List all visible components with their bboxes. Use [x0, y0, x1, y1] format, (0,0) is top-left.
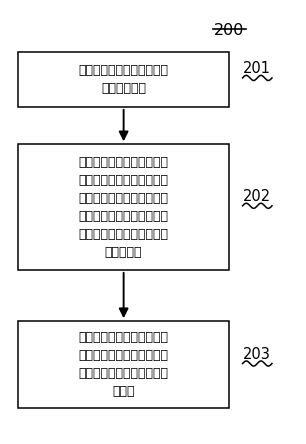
Text: 200: 200 — [214, 23, 244, 38]
Text: 响应于确定目标陶瓷生产企
业第一时间一氧化碳排放量
与第二时间一氧化碳排放量
的差值小于预定阈值，在目
标陶瓷生产企业布置一氧化
碳处理系统: 响应于确定目标陶瓷生产企 业第一时间一氧化碳排放量 与第二时间一氧化碳排放量 的… — [79, 155, 169, 258]
Text: 202: 202 — [243, 189, 271, 204]
Bar — [18, 144, 229, 270]
Bar — [18, 52, 229, 107]
Text: 201: 201 — [243, 61, 271, 76]
Text: 监测目标陶瓷生产企业的一
氧化碳排放量: 监测目标陶瓷生产企业的一 氧化碳排放量 — [79, 63, 169, 95]
Bar — [18, 321, 229, 408]
Text: 控制一氧化碳处理系统在目
标陶瓷生产企业的排放过程
中加入催化剂对一氧化碳进
行处理: 控制一氧化碳处理系统在目 标陶瓷生产企业的排放过程 中加入催化剂对一氧化碳进 行… — [79, 331, 169, 398]
Text: 203: 203 — [243, 347, 271, 361]
